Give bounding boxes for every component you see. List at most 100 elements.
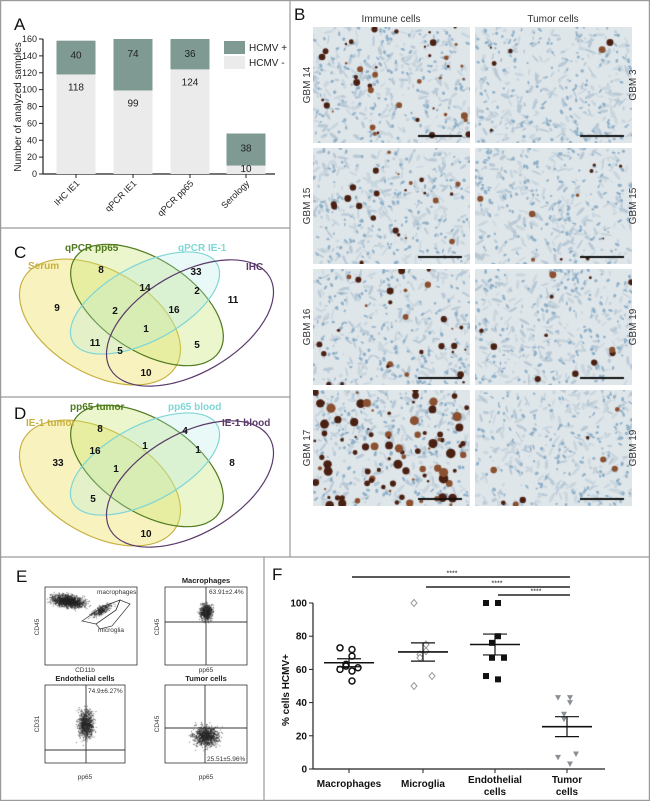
data-label-negative: 10 xyxy=(240,164,252,175)
venn-count: 8 xyxy=(98,265,104,276)
y-tick-label: 60 xyxy=(27,118,37,128)
venn-set-ihc xyxy=(105,259,275,387)
x-axis-label: pp65 xyxy=(78,774,93,781)
data-label-negative: 99 xyxy=(127,98,139,109)
venn-count: 1 xyxy=(113,464,119,475)
plot-title: Tumor cells xyxy=(185,674,227,683)
venn-label: pp65 tumor xyxy=(70,402,125,413)
data-point xyxy=(567,761,573,768)
data-point xyxy=(555,754,561,761)
y-axis-label: CD31 xyxy=(34,715,41,732)
venn-label: Serum xyxy=(28,261,59,272)
venn-diagram-d: IE-1 tumor pp65 tumor pp65 blood IE-1 bl… xyxy=(18,402,275,548)
venn-label: pp65 blood xyxy=(168,402,221,413)
column-title-tumor: Tumor cells xyxy=(527,14,578,25)
data-point xyxy=(348,677,356,685)
panel-label-f: F xyxy=(272,565,282,584)
gate-label: macrophages xyxy=(97,589,137,596)
histology-image xyxy=(475,27,632,143)
data-point xyxy=(336,644,344,652)
sample-label: GBM 3 xyxy=(628,69,639,101)
panel-label-d: D xyxy=(14,404,26,423)
y-axis-label: Number of analyzed samples xyxy=(13,42,24,172)
sample-label: GBM 15 xyxy=(628,187,639,224)
y-axis-label: CD45 xyxy=(34,618,41,635)
venn-count: 8 xyxy=(97,424,103,435)
sample-label: GBM 17 xyxy=(302,429,313,466)
y-tick-label: 120 xyxy=(22,68,37,78)
data-point xyxy=(422,646,430,656)
sample-labels: GBM 14 GBM 15 GBM 16 GBM 17 GBM 3 GBM 15… xyxy=(302,66,639,466)
bar-segment-positive xyxy=(56,40,96,75)
data-point xyxy=(495,600,501,606)
histology-image xyxy=(475,390,632,506)
data-point xyxy=(567,700,573,706)
plot-title: Macrophages xyxy=(182,576,230,585)
quadrant-percentage: 74.9±6.27% xyxy=(88,688,123,695)
venn-count: 5 xyxy=(90,494,96,505)
data-point xyxy=(410,681,418,691)
data-point xyxy=(410,598,418,608)
x-axis-label: pp65 xyxy=(199,774,214,781)
data-point xyxy=(354,663,362,672)
data-point xyxy=(483,673,489,680)
flow-plot-frame xyxy=(164,684,248,764)
sample-label: GBM 19 xyxy=(628,429,639,466)
panel-label-c: C xyxy=(14,243,26,262)
x-tick-label: IHC IE1 xyxy=(52,178,81,207)
x-tick-label: qPCR pp65 xyxy=(155,178,195,218)
flow-plot-frame xyxy=(44,586,138,666)
venn-label: IHC xyxy=(246,262,263,273)
venn-count: 1 xyxy=(195,445,201,456)
data-label-negative: 124 xyxy=(182,77,199,88)
bar-segment-negative xyxy=(226,165,266,174)
venn-count: 4 xyxy=(182,426,188,437)
venn-set-pp65-tumor xyxy=(70,404,224,528)
data-label-positive: 36 xyxy=(184,49,196,60)
x-axis-label: pp65 xyxy=(199,667,214,674)
panel-label-e: E xyxy=(16,567,27,586)
venn-count: 16 xyxy=(89,446,101,457)
data-point xyxy=(561,716,567,723)
venn-count: 9 xyxy=(54,303,60,314)
data-point xyxy=(561,711,567,718)
quadrant-percentage: 25.51±5.96% xyxy=(207,756,245,763)
y-axis-label: % cells HCMV+ xyxy=(281,654,292,726)
histology-image xyxy=(313,269,470,385)
plot-title: Endothelial cells xyxy=(55,674,114,683)
x-tick-label: Endothelial xyxy=(468,775,522,786)
bar-segment-positive xyxy=(226,133,266,166)
venn-count: 33 xyxy=(52,458,64,469)
y-tick-label: 160 xyxy=(22,34,37,44)
histology-image xyxy=(313,27,470,143)
data-label-positive: 74 xyxy=(127,49,139,60)
data-point xyxy=(348,645,356,654)
y-axis-label: CD45 xyxy=(154,618,161,635)
venn-count: 2 xyxy=(112,306,118,317)
histology-image xyxy=(475,269,632,385)
y-tick-label: 100 xyxy=(22,85,37,95)
data-point xyxy=(495,676,501,683)
venn-count: 10 xyxy=(140,529,152,540)
flow-plot-frame xyxy=(44,684,126,764)
venn-count: 5 xyxy=(117,346,123,357)
data-label-positive: 38 xyxy=(240,144,252,155)
data-point xyxy=(567,695,573,701)
significance-label: **** xyxy=(447,571,458,578)
significance-label: **** xyxy=(492,581,503,588)
gate-microglia xyxy=(95,599,131,630)
y-tick-label: 40 xyxy=(27,135,37,145)
x-tick-label: qPCR IE1 xyxy=(103,178,138,213)
venn-count: 1 xyxy=(142,441,148,452)
x-tick-label: cells xyxy=(556,787,579,798)
y-tick-label: 100 xyxy=(290,599,307,610)
venn-label: IE-1 tumor xyxy=(26,418,76,429)
y-tick-label: 0 xyxy=(301,765,307,776)
histology-image xyxy=(313,390,470,506)
bar-segment-negative xyxy=(113,90,153,174)
y-tick-label: 80 xyxy=(296,632,308,643)
data-point xyxy=(489,639,495,646)
significance-label: **** xyxy=(531,589,542,596)
